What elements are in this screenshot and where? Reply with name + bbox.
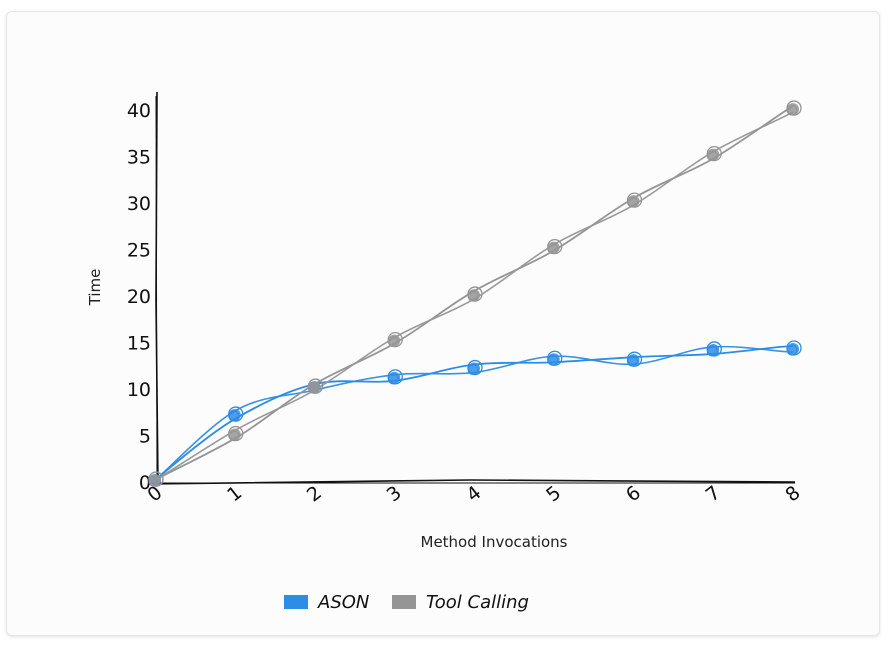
data-point: [786, 100, 802, 116]
x-tick-label: 2: [303, 482, 326, 507]
data-point: [467, 359, 483, 376]
chart-card: [6, 11, 880, 636]
series-tool-calling: [148, 100, 802, 487]
legend-label: Tool Calling: [426, 592, 529, 613]
data-point: [706, 341, 722, 357]
legend-swatch: [284, 595, 308, 609]
legend-swatch: [392, 595, 416, 609]
y-tick-label: 0: [139, 472, 151, 494]
y-tick-label: 40: [127, 100, 151, 122]
series-ason: [148, 340, 802, 487]
y-tick-label: 5: [139, 426, 151, 448]
data-point: [228, 406, 244, 422]
legend-item: Tool Calling: [392, 592, 529, 613]
y-tick-label: 10: [127, 379, 151, 401]
data-point: [786, 340, 802, 356]
x-tick-label: 3: [383, 482, 406, 507]
x-tick-label: 1: [223, 482, 246, 507]
series-line: [154, 345, 794, 481]
data-point: [148, 471, 164, 487]
x-axis-title: Method Invocations: [421, 533, 568, 551]
y-tick-label: 20: [127, 286, 151, 308]
x-tick-label: 6: [622, 482, 645, 507]
x-tick-label: 7: [702, 482, 725, 507]
data-point: [467, 286, 483, 302]
y-tick-label: 30: [127, 193, 151, 215]
data-point: [706, 145, 722, 162]
legend-item: ASON: [284, 592, 369, 613]
data-point: [547, 238, 563, 255]
y-axis-title: Time: [86, 269, 104, 307]
legend-label: ASON: [317, 592, 369, 613]
y-tick-label: 15: [127, 333, 151, 355]
data-point: [387, 331, 403, 348]
y-tick-label: 35: [127, 147, 151, 169]
y-tick-label: 25: [127, 240, 151, 262]
data-point: [228, 425, 244, 442]
y-tick-labels: 0 5 10 15 20 25 30 35 40: [127, 100, 151, 494]
y-axis-sketch: [155, 95, 158, 484]
data-point: [626, 192, 643, 208]
data-point: [547, 350, 563, 366]
x-tick-label: 4: [462, 482, 485, 507]
x-tick-label: 8: [781, 482, 804, 507]
x-tick-label: 5: [542, 482, 565, 507]
data-point: [387, 369, 403, 385]
data-point: [626, 351, 643, 367]
chart-axes: [149, 91, 796, 485]
series-layer: [148, 100, 802, 487]
legend: ASON Tool Calling: [284, 592, 529, 613]
data-point: [307, 378, 324, 394]
